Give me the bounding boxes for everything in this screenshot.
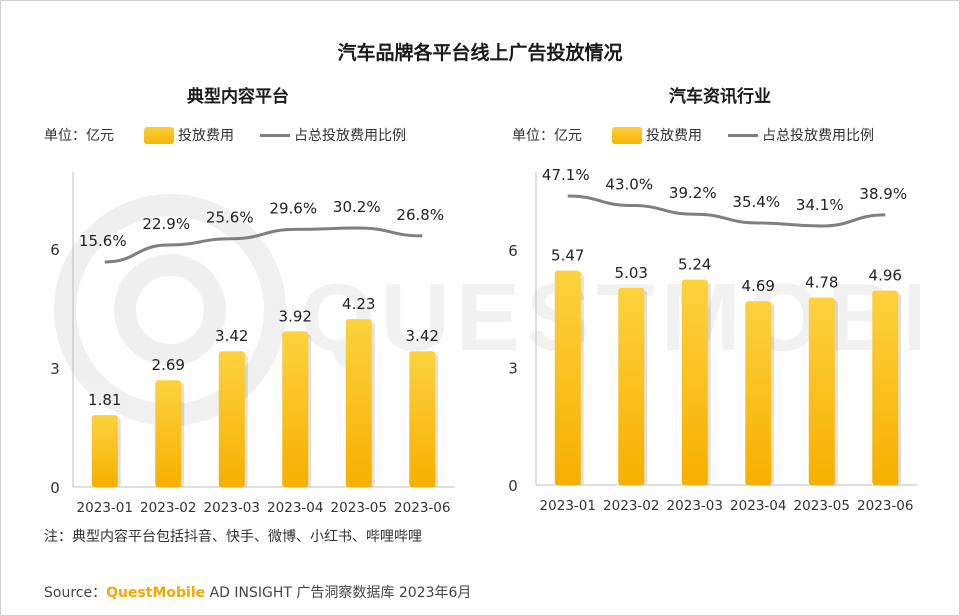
legend-line-label: 占总投放费用比例 — [294, 128, 406, 144]
left-panel-title: 典型内容平台 — [187, 87, 289, 107]
bar-value-label: 5.24 — [678, 256, 711, 274]
bar-value-label: 4.78 — [805, 274, 838, 292]
x-tick-label: 2023-02 — [140, 500, 196, 516]
bar-value-label: 5.47 — [551, 247, 584, 265]
x-tick-label: 2023-05 — [331, 500, 387, 516]
bar-value-label: 4.96 — [869, 267, 902, 285]
share-line — [104, 226, 423, 264]
y-tick-label: 3 — [508, 359, 518, 377]
bar — [745, 301, 772, 485]
line-point-label: 43.0% — [605, 175, 653, 193]
line-point-label: 39.2% — [669, 184, 717, 202]
bar — [409, 351, 436, 487]
bar — [872, 290, 899, 485]
source-suffix: AD INSIGHT 广告洞察数据库 2023年6月 — [205, 585, 472, 601]
bar-value-label: 4.23 — [342, 295, 375, 313]
x-tick-label: 2023-01 — [540, 498, 596, 514]
line-point-label: 35.4% — [732, 193, 780, 211]
x-tick-label: 2023-04 — [267, 500, 323, 516]
source-prefix: Source： — [44, 585, 107, 601]
line-point-label: 22.9% — [142, 215, 190, 233]
legend-unit: 单位：亿元 — [44, 128, 114, 144]
legend-line-swatch — [260, 133, 290, 137]
footnote: 注：典型内容平台包括抖音、快手、微博、小红书、哔哩哔哩 — [44, 529, 422, 545]
right-panel-title: 汽车资讯行业 — [669, 87, 771, 107]
bar — [345, 319, 372, 487]
legend-unit: 单位：亿元 — [512, 128, 582, 144]
x-tick-label: 2023-06 — [857, 498, 913, 514]
line-point-label: 47.1% — [542, 166, 590, 184]
x-tick-label: 2023-03 — [667, 498, 723, 514]
bar — [681, 279, 708, 485]
x-tick-label: 2023-04 — [730, 498, 786, 514]
x-tick-label: 2023-05 — [794, 498, 850, 514]
x-tick-label: 2023-02 — [603, 498, 659, 514]
x-tick-label: 2023-06 — [394, 500, 450, 516]
bar-value-label: 1.81 — [88, 391, 121, 409]
line-point-label: 30.2% — [333, 198, 381, 216]
page-title: 汽车品牌各平台线上广告投放情况 — [337, 42, 623, 64]
left-legend: 单位：亿元 投放费用 占总投放费用比例 — [44, 125, 406, 145]
y-tick-label: 0 — [50, 479, 60, 497]
bar-value-label: 4.69 — [742, 277, 775, 295]
bar — [218, 351, 245, 487]
bar-value-label: 3.42 — [215, 327, 248, 345]
bar-value-label: 2.69 — [152, 356, 185, 374]
source-brand: QuestMobile — [106, 585, 206, 601]
chart-panel-1: 0 3 6 1.81 2023-01 2.69 2023-02 3.42 2023-03 3.92… — [50, 172, 454, 516]
legend-bar-label: 投放费用 — [646, 128, 702, 144]
y-tick-label: 6 — [50, 241, 60, 259]
share-line — [567, 194, 886, 228]
legend-line-label: 占总投放费用比例 — [762, 128, 874, 144]
source-line: Source：QuestMobile AD INSIGHT 广告洞察数据库 20… — [44, 582, 471, 602]
bar — [155, 380, 182, 487]
bar-value-label: 3.42 — [406, 327, 439, 345]
legend-bar-swatch — [612, 126, 642, 144]
line-point-label: 29.6% — [269, 199, 317, 217]
bar — [91, 415, 118, 487]
bar — [808, 297, 835, 485]
right-legend: 单位：亿元 投放费用 占总投放费用比例 — [512, 125, 874, 145]
bar — [282, 331, 309, 487]
bar-value-label: 5.03 — [615, 264, 648, 282]
legend-bar-swatch — [144, 126, 174, 144]
bar — [618, 287, 645, 485]
bar — [554, 270, 581, 485]
line-point-label: 25.6% — [206, 209, 254, 227]
y-tick-label: 0 — [508, 477, 518, 495]
line-point-label: 38.9% — [859, 185, 907, 203]
legend-bar-label: 投放费用 — [178, 128, 234, 144]
line-point-label: 15.6% — [79, 232, 127, 250]
legend-line-swatch — [728, 133, 758, 137]
chart-panel-2: 0 3 6 5.47 2023-01 5.03 2023-02 5.24 2023-03 4.69… — [508, 166, 917, 514]
line-point-label: 26.8% — [396, 206, 444, 224]
line-point-label: 34.1% — [796, 196, 844, 214]
bar-value-label: 3.92 — [279, 307, 312, 325]
x-tick-label: 2023-01 — [77, 500, 133, 516]
y-tick-label: 6 — [508, 242, 518, 260]
x-tick-label: 2023-03 — [204, 500, 260, 516]
y-tick-label: 3 — [50, 360, 60, 378]
